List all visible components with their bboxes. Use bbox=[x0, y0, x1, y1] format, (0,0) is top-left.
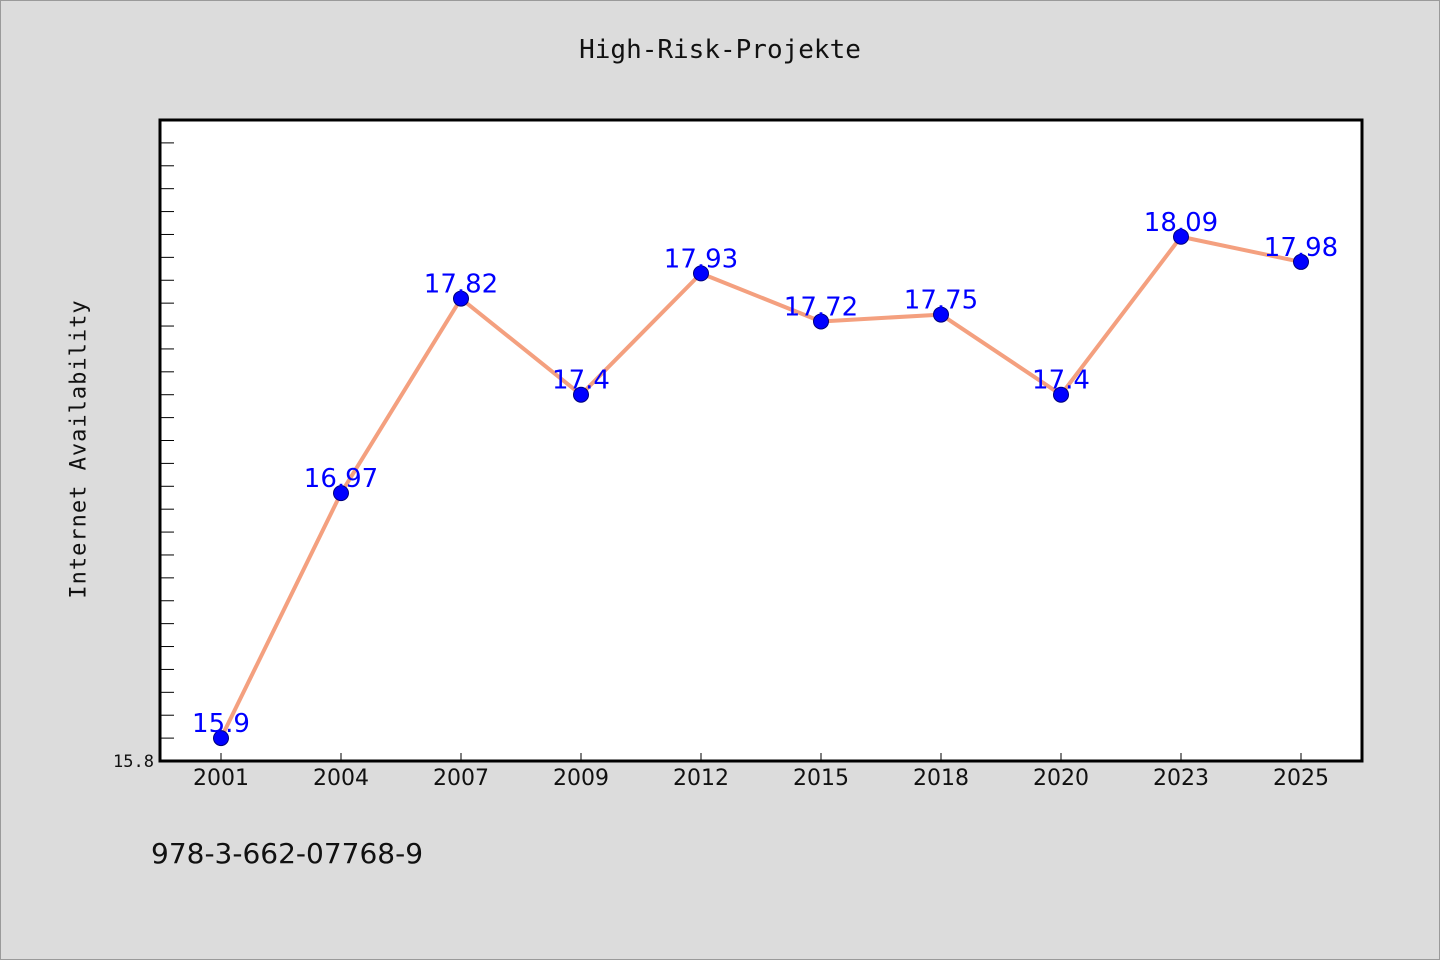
data-point bbox=[573, 386, 589, 403]
x-tick-label: 2012 bbox=[673, 766, 729, 791]
data-point bbox=[213, 730, 229, 747]
x-tick-label: 2025 bbox=[1273, 766, 1329, 791]
x-tick-label: 2009 bbox=[553, 766, 609, 791]
data-label: 17.93 bbox=[664, 244, 738, 274]
plot-area bbox=[158, 118, 1364, 763]
series-line bbox=[219, 234, 1303, 741]
data-label: 17.4 bbox=[552, 366, 610, 396]
data-point bbox=[1293, 253, 1309, 270]
isbn-footer-text: 978-3-662-07768-9 bbox=[151, 837, 424, 870]
data-label: 17.72 bbox=[784, 292, 858, 322]
data-label: 17.75 bbox=[904, 286, 978, 316]
data-label: 17.98 bbox=[1264, 233, 1338, 263]
data-point bbox=[453, 290, 469, 307]
data-label: 16.97 bbox=[304, 464, 378, 494]
chart-title: High-Risk-Projekte bbox=[579, 35, 861, 65]
x-tick-label: 2018 bbox=[913, 766, 969, 791]
data-point bbox=[1053, 386, 1069, 403]
x-tick-label: 2023 bbox=[1153, 766, 1209, 791]
data-point bbox=[333, 485, 349, 502]
x-tick-label: 2015 bbox=[793, 766, 849, 791]
data-label: 18.09 bbox=[1144, 208, 1218, 238]
x-tick-label: 2020 bbox=[1033, 766, 1089, 791]
x-tick-label: 2001 bbox=[193, 766, 249, 791]
x-tick-label: 2004 bbox=[313, 766, 369, 791]
data-point bbox=[933, 306, 949, 323]
x-tick-label: 2007 bbox=[433, 766, 489, 791]
data-label: 15.9 bbox=[192, 709, 250, 739]
data-label: 17.4 bbox=[1032, 366, 1090, 396]
y-tick-label: 15.8 bbox=[113, 752, 154, 772]
data-label: 17.82 bbox=[424, 270, 498, 300]
data-point bbox=[693, 265, 709, 282]
data-point bbox=[1173, 228, 1189, 245]
data-point bbox=[813, 313, 829, 330]
